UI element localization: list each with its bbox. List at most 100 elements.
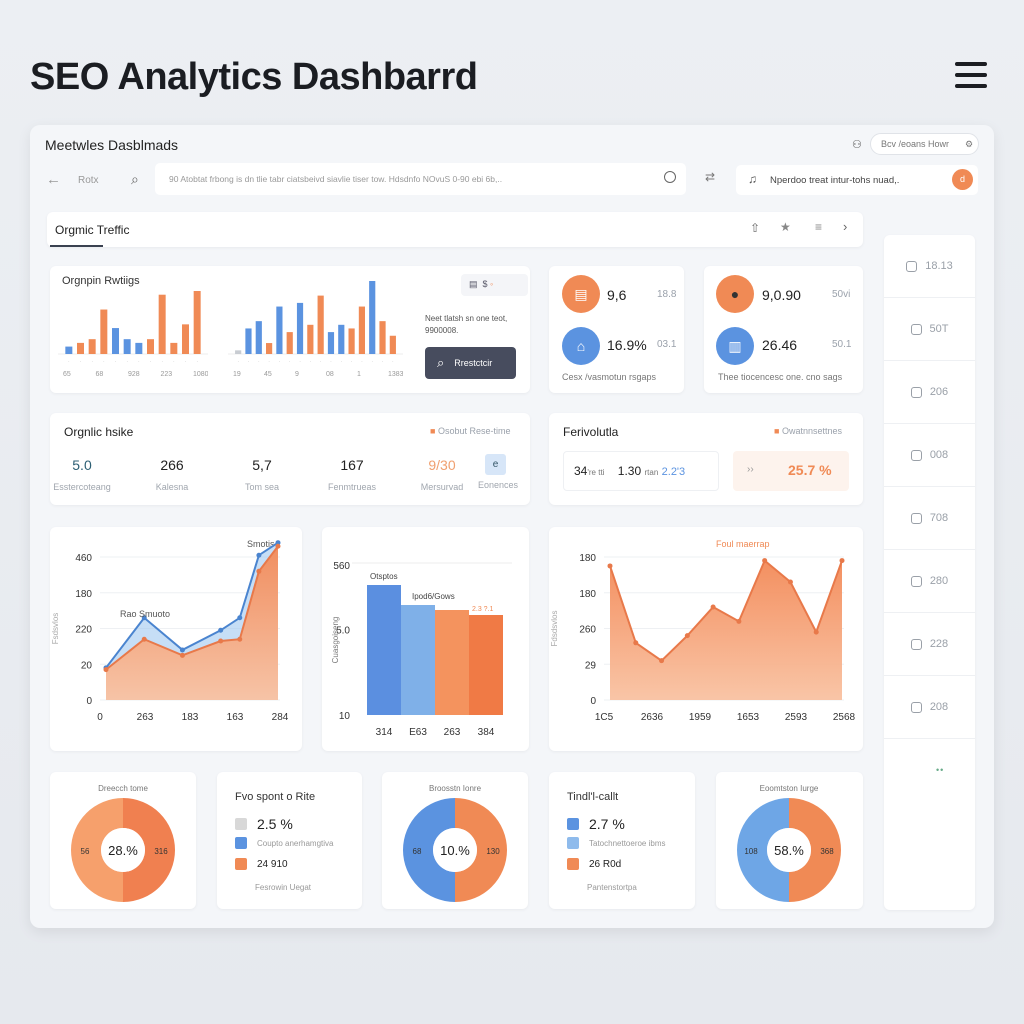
list-icon[interactable]: ≡	[815, 220, 823, 234]
growth-box: ›› 25.7 %	[733, 451, 849, 491]
sidebar-item-value: 18.13	[925, 260, 953, 272]
panel-title: Meetwles Dasblmads	[45, 137, 179, 153]
bar-mini-label: ·	[138, 359, 140, 365]
refresh-icon[interactable]	[664, 171, 676, 183]
bar-mini-label: ·	[115, 359, 117, 365]
sidebar-item-value: 280	[929, 575, 949, 587]
hamburger-menu-icon[interactable]	[955, 62, 987, 88]
more-dots-icon[interactable]: ••	[936, 765, 945, 775]
value-b: 1.30	[617, 464, 642, 478]
stat-value: 26.46	[762, 337, 798, 353]
sidebar-item-0[interactable]: 18.13	[884, 235, 975, 298]
donut-center-value: 10.%	[440, 843, 470, 858]
sidebar-item-4[interactable]: 708	[884, 487, 975, 550]
donut-right-label: 316	[154, 847, 168, 856]
growth-percent: 25.7 %	[788, 462, 832, 478]
bar	[112, 328, 119, 354]
chart-tools[interactable]: ▤ $ ◦	[461, 274, 528, 296]
legend-item: Tatochnettoeroe ibms	[567, 837, 666, 849]
trend-area-chart: 0 29 260 180 180 1C5 2636 1959 1653 2593 2568 Fdsds…	[550, 539, 856, 723]
stat-value: 16.9%	[607, 337, 647, 353]
donut-hole	[767, 828, 811, 872]
bar-mini-label: ·	[392, 359, 394, 365]
user-icon[interactable]: ⚇	[852, 139, 862, 151]
card-footer: Pantenstortpa	[587, 883, 637, 892]
legend-marker: ■	[774, 426, 780, 436]
y-tick-label: 5.0	[336, 626, 350, 637]
search-input[interactable]: 90 Atobtat frbong is dn tlie tabr ciatsb…	[155, 163, 686, 195]
bar-mini-label: ·	[258, 359, 260, 365]
bar	[255, 321, 262, 354]
bar	[100, 309, 108, 354]
kpi-value: 5,7	[252, 457, 272, 473]
x-tick-label: 0	[97, 712, 103, 723]
donut-card-2: Broosstn Ionre 10.% 68 130	[382, 772, 528, 909]
bell-icon: ♫	[748, 172, 757, 186]
bar-mini-label: ·	[361, 359, 363, 365]
search-icon[interactable]: ⌕	[131, 171, 139, 187]
data-point	[736, 618, 742, 624]
legend-label: Owatnnsettnes	[781, 426, 842, 436]
donut-chart: Dreecch tome 28.% 56 316	[71, 784, 175, 902]
export-icon[interactable]: ⇧	[750, 221, 761, 235]
share-icon[interactable]: ⇄	[705, 170, 716, 184]
data-point	[256, 568, 262, 574]
note-line-1: Neet tlatsh sn one teot,	[425, 314, 508, 323]
legend-swatch	[567, 858, 579, 870]
info-icon[interactable]: e	[485, 454, 506, 475]
bar	[296, 302, 304, 354]
x-tick-label: 1080	[193, 371, 208, 378]
stat-value: 9,6	[607, 287, 627, 303]
y-tick-label: 10	[339, 711, 351, 722]
kpi-label: Eonences	[478, 480, 519, 490]
mail-icon	[910, 323, 922, 335]
sidebar-item-1[interactable]: 50T	[884, 298, 975, 361]
kpi-label: Fenmtrueas	[327, 482, 377, 492]
back-label[interactable]: Rotx	[78, 175, 99, 186]
avatar[interactable]: d	[952, 169, 973, 190]
data-point	[659, 658, 665, 664]
card-title: Ferivolutla	[563, 425, 619, 439]
x-tick-label: 183	[182, 712, 199, 723]
sidebar-item-3[interactable]: 008	[884, 424, 975, 487]
bar	[235, 350, 242, 354]
chevron-right-icon[interactable]: ›	[843, 219, 848, 234]
y-tick-label: 0	[86, 696, 92, 707]
x-tick-label: 19	[233, 371, 241, 378]
rankings-bar-chart-1: · · · · · · · · · · · · 65 68 928 223 1080	[58, 291, 208, 378]
bar	[369, 281, 376, 354]
sidebar-item-2[interactable]: 206	[884, 361, 975, 424]
kpi-3: 167 Fenmtrueas	[312, 457, 392, 492]
donut-center-value: 58.%	[774, 843, 804, 858]
star-icon[interactable]: ★	[780, 220, 791, 234]
account-pill[interactable]: Bcv /eoans Howr ⚙	[870, 133, 979, 155]
kpi-label: Kalesna	[155, 482, 189, 492]
bar-mini-label: ·	[150, 359, 152, 365]
chart-annotation-2: 2.3 ?.1	[472, 606, 494, 613]
research-button[interactable]: ⌕ Rrestctcir	[425, 347, 516, 379]
performance-values: 34're tti 1.30 rtan 2.2'3	[563, 451, 719, 491]
sidebar-item-7[interactable]: 208	[884, 676, 975, 739]
bar-mini-label: ·	[382, 359, 384, 365]
clock-icon	[906, 260, 918, 272]
x-tick-label: 263	[137, 712, 154, 723]
bar-mini-label: ·	[340, 359, 342, 365]
legend-item: 24 910	[235, 858, 288, 870]
dashboard-panel: Meetwles Dasblmads ⚇ Bcv /eoans Howr ⚙ ← …	[30, 125, 994, 928]
x-tick-label: 2636	[641, 712, 664, 723]
sidebar-item-5[interactable]: 280	[884, 550, 975, 613]
bar	[170, 342, 178, 354]
tab-organic-traffic[interactable]: Orgmic Treffic	[55, 223, 130, 237]
back-arrow-icon[interactable]: ←	[46, 171, 61, 188]
series-area	[106, 546, 278, 700]
bell-icon	[910, 386, 922, 398]
bar	[123, 339, 131, 354]
notification-bar[interactable]: ♫ Nperdoo treat intur-tohs nuad,. d	[736, 165, 978, 195]
data-point	[813, 629, 819, 635]
sidebar-item-6[interactable]: 228	[884, 613, 975, 676]
x-tick-label: 223	[161, 371, 173, 378]
bar	[245, 328, 252, 354]
y-axis-label: Fsdsvlos	[51, 613, 60, 645]
bar-mini-label: ·	[371, 359, 373, 365]
card-title: Orgnpin Rwtiigs	[62, 275, 140, 287]
